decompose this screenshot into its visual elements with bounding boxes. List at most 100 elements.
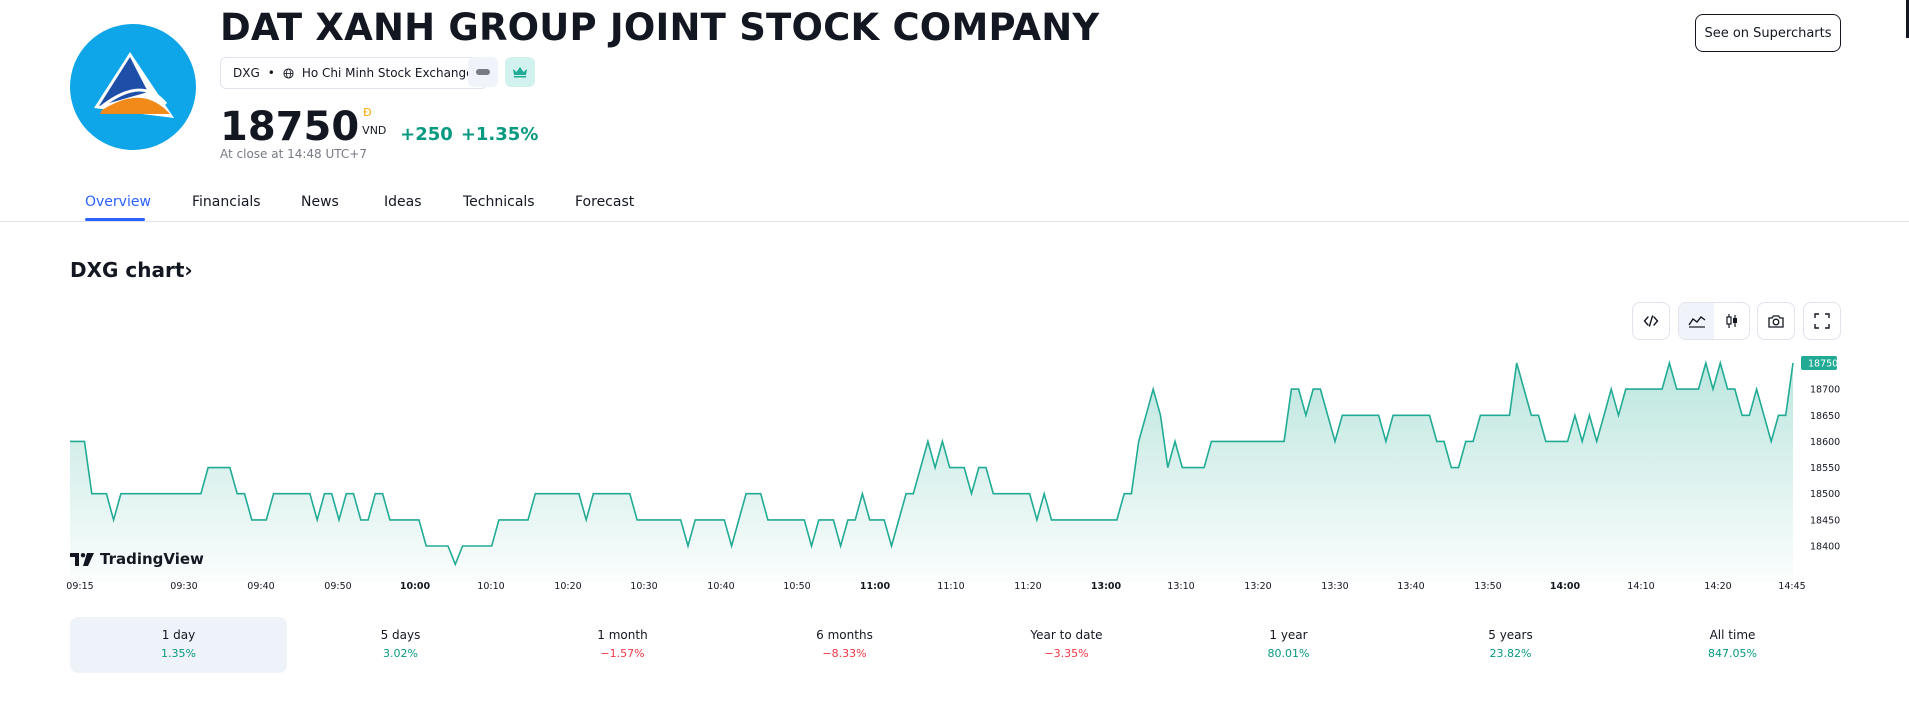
period-change: −3.35% bbox=[1044, 647, 1089, 660]
period-label: 1 year bbox=[1269, 628, 1308, 642]
market-close-note: At close at 14:48 UTC+7 bbox=[220, 147, 367, 161]
tab-technicals[interactable]: Technicals bbox=[463, 194, 535, 210]
crown-badge-button[interactable] bbox=[505, 57, 535, 87]
see-on-supercharts-button[interactable]: See on Supercharts bbox=[1695, 14, 1841, 52]
x-tick-label: 10:50 bbox=[783, 581, 810, 592]
candles-chart-icon bbox=[1725, 314, 1737, 328]
tradingview-watermark: TradingView bbox=[70, 550, 204, 568]
x-tick-label: 10:20 bbox=[554, 581, 581, 592]
company-name: DAT XANH GROUP JOINT STOCK COMPANY bbox=[220, 6, 1100, 49]
y-tick-label: 18500 bbox=[1810, 489, 1840, 500]
price-chart[interactable]: 18400 18450 18500 18550 18600 18650 18700 18750… bbox=[0, 340, 1909, 600]
period-change: 847.05% bbox=[1708, 647, 1757, 660]
x-tick-label: 11:00 bbox=[860, 581, 891, 592]
fullscreen-button[interactable] bbox=[1803, 302, 1841, 340]
period-change: −8.33% bbox=[822, 647, 867, 660]
embed-code-icon bbox=[1643, 315, 1659, 327]
period-button[interactable]: Year to date −3.35% bbox=[958, 617, 1175, 673]
price-change: +250 bbox=[400, 124, 453, 145]
crown-icon bbox=[513, 67, 527, 78]
exchange-name: Ho Chi Minh Stock Exchange bbox=[301, 66, 474, 80]
period-change: 3.02% bbox=[383, 647, 418, 660]
currency-block: Đ VND bbox=[362, 100, 392, 140]
area-style-button[interactable] bbox=[1679, 303, 1714, 339]
tab-news[interactable]: News bbox=[301, 194, 339, 210]
x-tick-label: 10:30 bbox=[630, 581, 657, 592]
period-change: 1.35% bbox=[161, 647, 196, 660]
fullscreen-icon bbox=[1814, 313, 1830, 329]
area-chart-icon bbox=[1687, 316, 1705, 328]
period-label: 5 years bbox=[1488, 628, 1533, 642]
chart-title-text: DXG chart bbox=[70, 258, 185, 282]
minus-badge-button[interactable] bbox=[468, 57, 498, 87]
symbol-tabs: Overview Financials News Ideas Technical… bbox=[0, 186, 1909, 222]
period-button[interactable]: 1 month −1.57% bbox=[514, 617, 731, 673]
tab-ideas[interactable]: Ideas bbox=[384, 194, 422, 210]
y-tick-label: 18700 bbox=[1810, 385, 1840, 396]
x-tick-label: 09:50 bbox=[324, 581, 351, 592]
period-change: 80.01% bbox=[1267, 647, 1310, 660]
camera-icon bbox=[1768, 315, 1784, 328]
period-button[interactable]: 1 year 80.01% bbox=[1180, 617, 1397, 673]
tab-overview[interactable]: Overview bbox=[85, 194, 151, 210]
tab-financials[interactable]: Financials bbox=[192, 194, 261, 210]
active-tab-indicator bbox=[85, 218, 145, 221]
period-button[interactable]: 5 years 23.82% bbox=[1402, 617, 1619, 673]
y-axis: 18400 18450 18500 18550 18600 18650 18700 18750 bbox=[1801, 356, 1840, 553]
x-tick-label: 13:30 bbox=[1321, 581, 1348, 592]
candles-style-button[interactable] bbox=[1714, 303, 1749, 339]
y-tick-label: 18450 bbox=[1810, 515, 1840, 526]
x-tick-label: 14:10 bbox=[1627, 581, 1654, 592]
x-tick-label: 10:40 bbox=[707, 581, 734, 592]
x-tick-label: 13:40 bbox=[1397, 581, 1424, 592]
period-label: 5 days bbox=[380, 628, 421, 642]
x-tick-label: 09:30 bbox=[170, 581, 197, 592]
x-axis: 09:15 09:30 09:40 09:50 10:00 10:10 10:20 10:30… bbox=[66, 581, 1805, 592]
separator-dot: • bbox=[267, 66, 275, 80]
snapshot-button[interactable] bbox=[1757, 302, 1795, 340]
period-change: −1.57% bbox=[600, 647, 645, 660]
x-tick-label: 13:10 bbox=[1167, 581, 1194, 592]
period-button[interactable]: 6 months −8.33% bbox=[736, 617, 953, 673]
scrollbar-edge[interactable] bbox=[1906, 0, 1909, 38]
period-button[interactable]: 5 days 3.02% bbox=[292, 617, 509, 673]
symbol-exchange-chip[interactable]: DXG • Ho Chi Minh Stock Exchange bbox=[220, 57, 487, 89]
price-area-fill bbox=[70, 363, 1793, 582]
y-tick-label: 18650 bbox=[1810, 411, 1840, 422]
x-tick-label: 13:20 bbox=[1244, 581, 1271, 592]
last-price: 18750 bbox=[220, 104, 360, 150]
currency-symbol: Đ bbox=[363, 106, 372, 119]
period-label: All time bbox=[1709, 628, 1756, 642]
embed-code-button[interactable] bbox=[1632, 302, 1670, 340]
tradingview-logo-icon bbox=[70, 552, 94, 566]
chart-line-layer bbox=[70, 360, 1794, 567]
period-button[interactable]: All time 847.05% bbox=[1624, 617, 1841, 673]
ticker-label: DXG bbox=[233, 66, 260, 80]
x-tick-label: 11:10 bbox=[937, 581, 964, 592]
x-tick-label: 11:20 bbox=[1014, 581, 1041, 592]
chart-style-toggle bbox=[1678, 302, 1750, 340]
x-tick-label: 13:50 bbox=[1474, 581, 1501, 592]
price-line bbox=[70, 360, 1794, 567]
tradingview-wordmark: TradingView bbox=[100, 550, 204, 568]
period-label: 6 months bbox=[816, 628, 873, 642]
y-tick-label: 18400 bbox=[1810, 542, 1840, 553]
x-tick-label: 09:15 bbox=[66, 581, 93, 592]
globe-icon bbox=[283, 67, 294, 79]
x-tick-label: 10:10 bbox=[477, 581, 504, 592]
period-change: 23.82% bbox=[1489, 647, 1532, 660]
x-tick-label: 13:00 bbox=[1091, 581, 1122, 592]
chart-area-layer bbox=[70, 363, 1793, 582]
currency-code: VND bbox=[362, 124, 387, 137]
x-tick-label: 14:00 bbox=[1550, 581, 1581, 592]
tab-forecast[interactable]: Forecast bbox=[575, 194, 635, 210]
chart-section-title[interactable]: DXG chart› bbox=[70, 258, 193, 282]
price-change-percent: +1.35% bbox=[460, 124, 539, 145]
x-tick-label: 14:45 bbox=[1778, 581, 1805, 592]
last-price-badge bbox=[1801, 356, 1837, 370]
period-label: 1 day bbox=[161, 628, 196, 642]
period-label: 1 month bbox=[597, 628, 648, 642]
period-button[interactable]: 1 day 1.35% bbox=[70, 617, 287, 673]
x-tick-label: 10:00 bbox=[400, 581, 431, 592]
x-tick-label: 14:20 bbox=[1704, 581, 1731, 592]
